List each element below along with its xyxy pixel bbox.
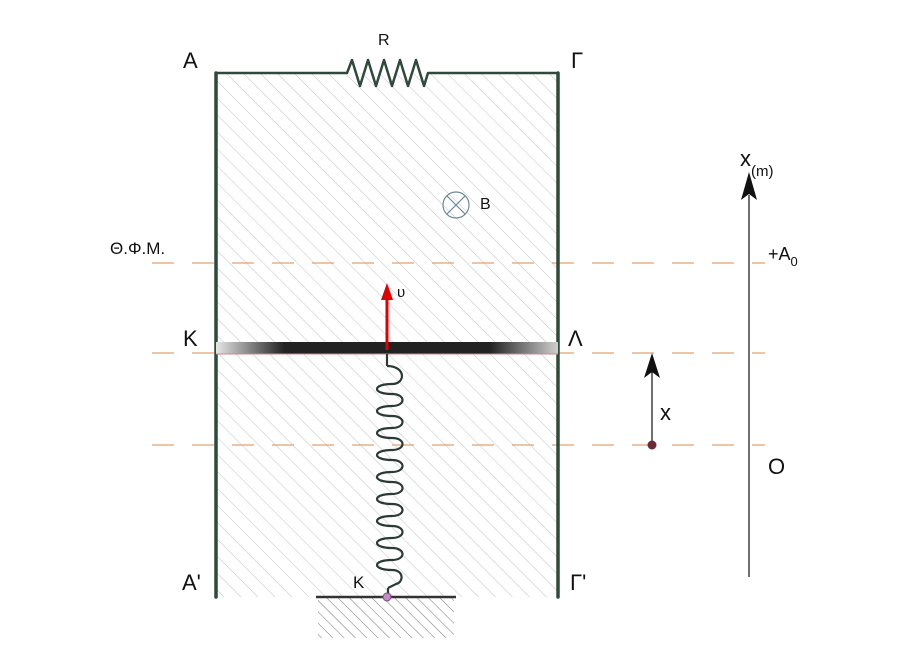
ground-hatch — [318, 598, 454, 638]
label-amplitude: +A0 — [768, 244, 798, 269]
displacement-start-dot — [648, 441, 657, 450]
label-displacement: x — [660, 400, 671, 425]
label-velocity: υ — [397, 284, 405, 301]
label-amplitude-main: +A — [768, 244, 791, 264]
label-equilibrium: Θ.Φ.Μ. — [110, 239, 165, 258]
label-axis-main: x — [740, 146, 751, 171]
label-resistor: R — [378, 32, 390, 49]
x-axis — [741, 172, 757, 577]
label-spring: K — [353, 573, 365, 592]
label-origin: O — [768, 454, 785, 479]
label-axis: x(m) — [740, 146, 774, 180]
displacement-arrow — [644, 353, 660, 450]
label-corner-top-left: Α — [183, 48, 198, 73]
label-axis-unit: (m) — [751, 163, 774, 180]
label-corner-bottom-right: Γ' — [570, 570, 586, 595]
label-rod-left: Κ — [183, 326, 198, 351]
label-amplitude-subscript: 0 — [791, 254, 798, 269]
spring-anchor — [383, 593, 391, 601]
label-rod-right: Λ — [568, 326, 583, 351]
label-corner-bottom-left: Α' — [182, 570, 201, 595]
label-corner-top-right: Γ — [571, 48, 583, 73]
label-field: B — [480, 196, 491, 213]
